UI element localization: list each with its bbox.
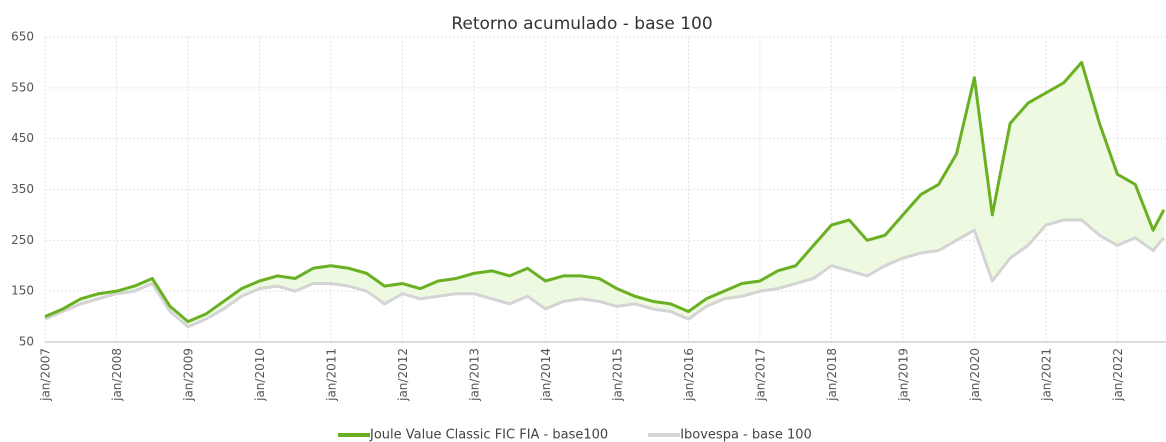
x-tick-label: jan/2017: [753, 348, 767, 402]
x-tick-label: jan/2010: [253, 348, 267, 402]
x-tick-label: jan/2015: [610, 348, 624, 402]
y-tick-label: 50: [19, 335, 34, 349]
y-tick-label: 550: [11, 80, 34, 94]
x-tick-label: jan/2019: [896, 348, 910, 402]
x-tick-label: jan/2016: [682, 348, 696, 402]
y-tick-label: 450: [11, 131, 34, 145]
x-tick-label: jan/2013: [467, 348, 481, 402]
x-tick-label: jan/2014: [539, 348, 553, 402]
x-tick-label: jan/2020: [968, 348, 982, 402]
series-line: [44, 60, 1166, 324]
x-tick-label: jan/2012: [396, 348, 410, 402]
legend-label: Ibovespa - base 100: [680, 428, 812, 442]
y-tick-label: 650: [11, 30, 34, 44]
x-tick-label: jan/2009: [181, 348, 195, 402]
x-tick-label: jan/2022: [1111, 348, 1125, 402]
x-tick-label: jan/2008: [110, 348, 124, 402]
series-line: [44, 218, 1166, 329]
x-tick-label: jan/2007: [39, 348, 53, 402]
x-tick-label: jan/2021: [1039, 348, 1053, 402]
x-tick-label: jan/2011: [324, 348, 338, 402]
x-tick-label: jan/2018: [825, 348, 839, 402]
legend-label: Joule Value Classic FIC FIA - base100: [369, 428, 608, 442]
spread-area: [45, 62, 1164, 327]
y-tick-label: 350: [11, 182, 34, 196]
chart-title: Retorno acumulado - base 100: [451, 14, 712, 34]
y-tick-label: 250: [11, 233, 34, 247]
y-tick-label: 150: [11, 284, 34, 298]
